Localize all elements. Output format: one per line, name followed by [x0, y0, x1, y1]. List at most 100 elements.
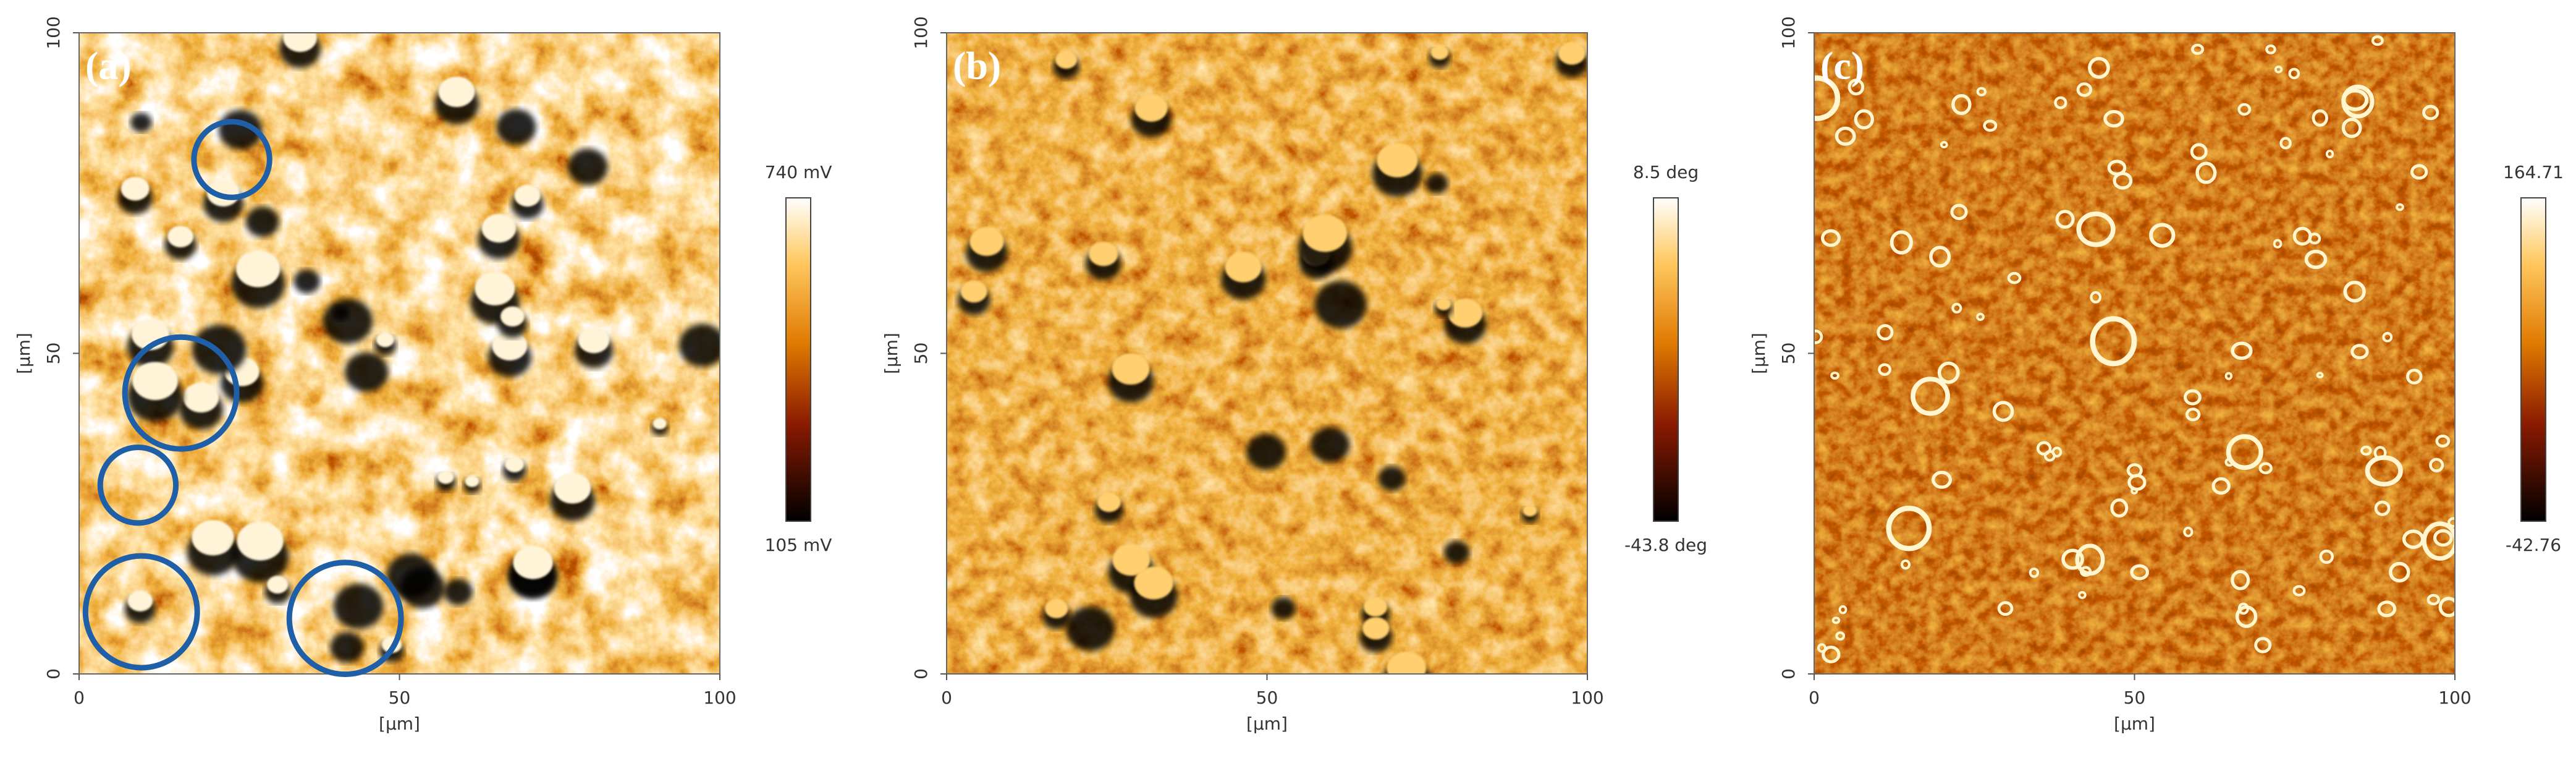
ring-grain	[2389, 561, 2410, 583]
ring-grain	[2103, 109, 2124, 128]
ring-grain	[2110, 498, 2129, 518]
colorbar-min: -43.8 deg	[1624, 535, 1707, 555]
ring-grain	[2078, 590, 2087, 599]
bright-grain	[1558, 41, 1586, 65]
ring-grain	[1900, 559, 1911, 570]
ring-grain	[2265, 44, 2276, 54]
ring-grain	[2292, 585, 2306, 597]
bright-grain	[1225, 252, 1262, 283]
dark-pit	[1378, 466, 1406, 492]
dark-pit	[1246, 433, 1286, 470]
ring-grain	[1831, 616, 1841, 624]
dark-pit	[333, 584, 384, 629]
ring-grain	[2029, 567, 2040, 578]
dark-pit	[1271, 597, 1296, 620]
bright-grain	[578, 327, 610, 354]
colorbar-min: -42.76	[2506, 535, 2561, 555]
ring-grain	[1835, 631, 1846, 641]
ring-grain	[2371, 35, 2384, 46]
ring-grain	[2438, 597, 2455, 618]
ring-grain	[1911, 377, 1950, 416]
bright-grain	[513, 545, 553, 579]
ring-grain	[2090, 291, 2101, 304]
dark-pit	[130, 113, 152, 132]
dark-pit	[330, 632, 365, 663]
x-tick-label: 100	[2438, 688, 2471, 708]
dark-pit	[1314, 281, 1367, 329]
ring-grain	[2126, 463, 2143, 478]
ring-grain	[2304, 249, 2328, 270]
dark-pit	[496, 109, 536, 145]
ring-grain	[2190, 143, 2208, 160]
ring-grain	[2079, 566, 2092, 577]
dark-pit	[1066, 606, 1115, 651]
ring-grain	[2183, 526, 2194, 537]
dark-pit	[332, 305, 350, 321]
dark-pit	[1443, 540, 1470, 564]
ring-grain	[1950, 203, 1968, 220]
ring-grain	[2061, 548, 2084, 570]
ring-grain	[2226, 434, 2263, 471]
ring-grain	[2382, 331, 2393, 343]
ring-grain	[2130, 564, 2149, 581]
ring-grain	[2429, 458, 2444, 472]
bright-grain	[465, 475, 479, 487]
ring-grain	[2365, 455, 2403, 487]
ring-grain	[2195, 161, 2217, 184]
ring-grain	[2426, 594, 2440, 606]
ring-grain	[2435, 435, 2451, 448]
bright-grain	[1436, 297, 1451, 310]
x-axis-label: [µm]	[1246, 713, 1288, 734]
ring-grain	[1835, 126, 1856, 146]
bright-grain	[1448, 298, 1483, 328]
ring-grain	[2422, 104, 2439, 121]
bright-grain	[1112, 353, 1150, 385]
ring-grain	[2410, 164, 2428, 180]
y-tick-label: 0	[43, 668, 64, 679]
highlight-circle	[286, 560, 404, 678]
dark-pit	[567, 148, 608, 185]
bright-grain	[500, 306, 525, 327]
ring-grain	[2422, 521, 2455, 561]
ring-grain	[1878, 363, 1892, 376]
bright-grain	[481, 213, 517, 243]
highlight-circle	[82, 553, 200, 671]
y-axis-label: [µm]	[14, 333, 34, 374]
x-axis-label: [µm]	[2114, 713, 2155, 734]
ring-grain	[2312, 109, 2328, 127]
bright-grain	[1387, 651, 1427, 674]
bright-grain	[492, 331, 528, 360]
afm-panel: (a) 0 50 100 0 50 100 [µm] [µm] 740 mV 105 mV	[14, 16, 832, 734]
bright-grain	[267, 576, 289, 594]
ring-grain	[1877, 324, 1894, 341]
ring-grain	[1886, 505, 1932, 552]
dark-pit	[293, 269, 321, 294]
ring-grain	[2447, 517, 2455, 528]
x-tick-label: 100	[703, 688, 736, 708]
ring-grain	[1940, 141, 1948, 148]
bright-grain	[554, 472, 591, 504]
bright-grain	[192, 520, 235, 556]
colorbar-max: 740 mV	[765, 162, 832, 182]
ring-grain	[2377, 600, 2397, 618]
ring-grain	[2274, 65, 2283, 74]
ring-grain	[1992, 401, 2014, 422]
afm-image	[947, 33, 1587, 674]
bright-grain	[437, 470, 454, 484]
bright-grain	[132, 362, 179, 401]
y-tick-label: 100	[43, 16, 64, 49]
bright-grain	[1089, 241, 1118, 266]
bright-grain	[514, 184, 541, 207]
ring-grain	[2341, 84, 2375, 119]
bright-grain	[120, 177, 150, 201]
ring-grain	[2090, 316, 2137, 367]
y-tick-label: 0	[1778, 668, 1799, 679]
dark-pit	[386, 553, 436, 598]
ring-grain	[2433, 529, 2453, 547]
x-tick-label: 50	[1256, 688, 1278, 708]
x-tick-label: 0	[941, 688, 952, 708]
bright-grain	[1134, 94, 1168, 122]
ring-grain	[2231, 341, 2253, 360]
bright-grain	[1430, 45, 1449, 60]
ring-grain	[2036, 441, 2052, 456]
